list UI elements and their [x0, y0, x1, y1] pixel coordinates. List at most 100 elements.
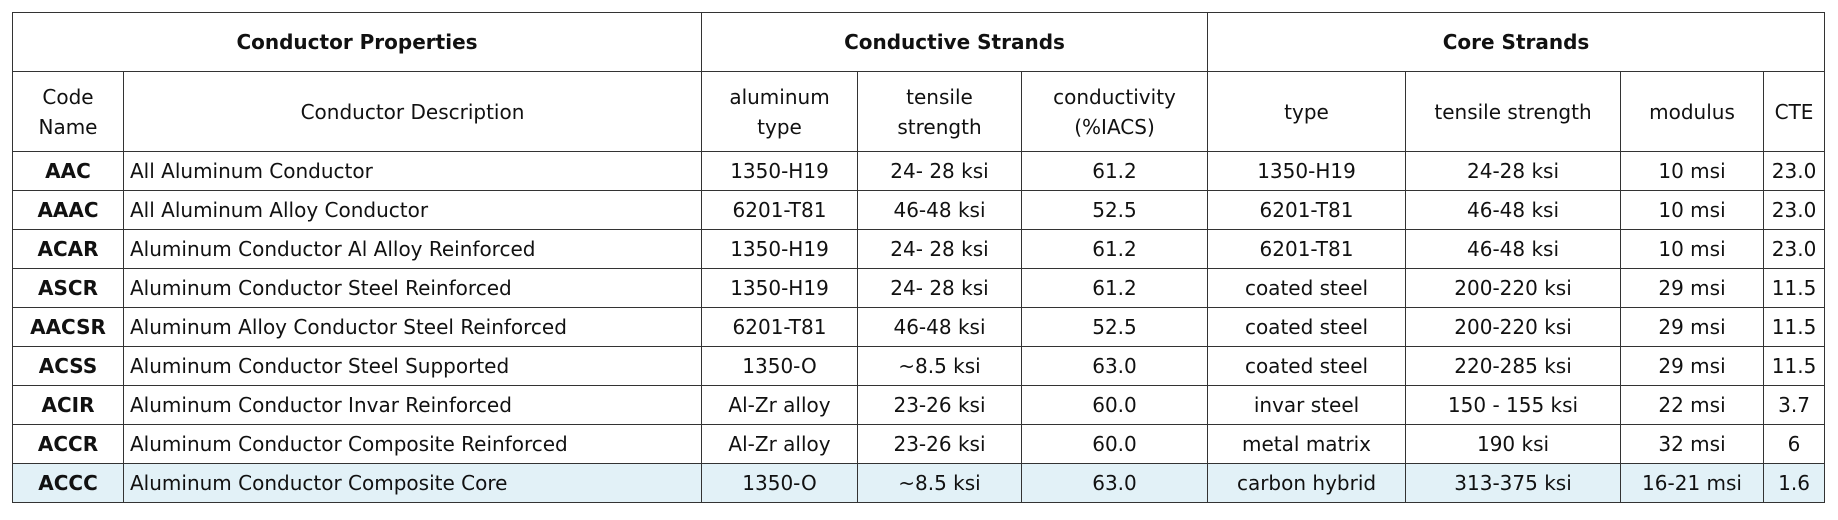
cell: 11.5: [1763, 307, 1826, 347]
cell: 46-48 ksi: [857, 190, 1022, 230]
column-header: CTE: [1763, 71, 1826, 152]
cell: 190 ksi: [1405, 424, 1622, 464]
cell: 22 msi: [1620, 385, 1765, 425]
table-row: ASCR Aluminum Conductor Steel Reinforced 1…: [12, 268, 1826, 308]
cell: 46-48 ksi: [1405, 190, 1622, 230]
column-header: conductivity (%IACS): [1020, 71, 1209, 152]
table-row: ACCR Aluminum Conductor Composite Reinfor…: [12, 424, 1826, 464]
cell: 313-375 ksi: [1405, 463, 1622, 503]
cell: 29 msi: [1620, 346, 1765, 386]
cell: ~8.5 ksi: [857, 463, 1022, 503]
cell: 220-285 ksi: [1405, 346, 1622, 386]
cell: 6201-T81: [1207, 229, 1407, 269]
code-name: ACAR: [12, 229, 124, 269]
cell: metal matrix: [1207, 424, 1407, 464]
cell: 10 msi: [1620, 190, 1765, 230]
group-header-row: Conductor Properties Conductive Strands …: [12, 12, 1826, 72]
code-name: ACCC: [12, 463, 124, 503]
table-row: ACAR Aluminum Conductor Al Alloy Reinforc…: [12, 229, 1826, 269]
code-name: ACSS: [12, 346, 124, 386]
cell: 11.5: [1763, 346, 1826, 386]
cell: 23.0: [1763, 151, 1826, 191]
code-name: ACIR: [12, 385, 124, 425]
cell: 6201-T81: [701, 307, 858, 347]
cell: 61.2: [1020, 229, 1209, 269]
cell: 1350-H19: [701, 151, 858, 191]
cell: 29 msi: [1620, 307, 1765, 347]
cell: 63.0: [1020, 346, 1209, 386]
cell: 61.2: [1020, 151, 1209, 191]
description: Aluminum Conductor Steel Supported: [123, 346, 702, 386]
code-name: AACSR: [12, 307, 124, 347]
cell: Al-Zr alloy: [701, 424, 858, 464]
cell: 6201-T81: [1207, 190, 1407, 230]
cell: 6: [1763, 424, 1826, 464]
table-row: AAAC All Aluminum Alloy Conductor 6201-T81…: [12, 190, 1826, 230]
description: Aluminum Alloy Conductor Steel Reinforce…: [123, 307, 702, 347]
cell: 1350-H19: [1207, 151, 1407, 191]
cell: 10 msi: [1620, 151, 1765, 191]
group-header: Core Strands: [1207, 12, 1826, 72]
cell: carbon hybrid: [1207, 463, 1407, 503]
cell: 60.0: [1020, 424, 1209, 464]
cell: 1350-H19: [701, 268, 858, 308]
cell: 1350-O: [701, 463, 858, 503]
cell: 23-26 ksi: [857, 385, 1022, 425]
cell: 150 - 155 ksi: [1405, 385, 1622, 425]
cell: 24- 28 ksi: [857, 229, 1022, 269]
code-name: ASCR: [12, 268, 124, 308]
cell: 3.7: [1763, 385, 1826, 425]
description: Aluminum Conductor Composite Core: [123, 463, 702, 503]
description: Aluminum Conductor Invar Reinforced: [123, 385, 702, 425]
conductor-table: Conductor Properties Conductive Strands …: [12, 12, 1826, 503]
table-row: AAC All Aluminum Conductor 1350-H19 24- 28 …: [12, 151, 1826, 191]
table-row: AACSR Aluminum Alloy Conductor Steel Rein…: [12, 307, 1826, 347]
cell: 23.0: [1763, 190, 1826, 230]
table-body: AAC All Aluminum Conductor 1350-H19 24- 28 …: [12, 151, 1826, 503]
column-header: Code Name: [12, 71, 124, 152]
cell: 1.6: [1763, 463, 1826, 503]
code-name: AAC: [12, 151, 124, 191]
group-header: Conductive Strands: [700, 12, 1209, 72]
column-header: type: [1207, 71, 1407, 152]
cell: 29 msi: [1620, 268, 1765, 308]
column-header: modulus: [1620, 71, 1765, 152]
cell: 46-48 ksi: [1405, 229, 1622, 269]
cell: ~8.5 ksi: [857, 346, 1022, 386]
cell: invar steel: [1207, 385, 1407, 425]
cell: 52.5: [1020, 190, 1209, 230]
cell: coated steel: [1207, 307, 1407, 347]
description: Aluminum Conductor Composite Reinforced: [123, 424, 702, 464]
column-header: tensile strength: [1405, 71, 1622, 152]
group-header: Conductor Properties: [12, 12, 702, 72]
cell: 6201-T81: [701, 190, 858, 230]
description: Aluminum Conductor Al Alloy Reinforced: [123, 229, 702, 269]
cell: 200-220 ksi: [1405, 307, 1622, 347]
cell: 16-21 msi: [1620, 463, 1765, 503]
code-name: AAAC: [12, 190, 124, 230]
cell: 1350-O: [701, 346, 858, 386]
cell: 63.0: [1020, 463, 1209, 503]
cell: 24-28 ksi: [1405, 151, 1622, 191]
column-header-row: Code Name Conductor Description aluminum t…: [12, 71, 1826, 152]
cell: 11.5: [1763, 268, 1826, 308]
cell: 200-220 ksi: [1405, 268, 1622, 308]
column-header: aluminum type: [701, 71, 858, 152]
table-row: ACIR Aluminum Conductor Invar Reinforced A…: [12, 385, 1826, 425]
table-row: ACSS Aluminum Conductor Steel Supported 13…: [12, 346, 1826, 386]
cell: 1350-H19: [701, 229, 858, 269]
description: Aluminum Conductor Steel Reinforced: [123, 268, 702, 308]
cell: 61.2: [1020, 268, 1209, 308]
cell: 32 msi: [1620, 424, 1765, 464]
cell: 10 msi: [1620, 229, 1765, 269]
cell: 23-26 ksi: [857, 424, 1022, 464]
column-header: Conductor Description: [123, 71, 702, 152]
cell: 60.0: [1020, 385, 1209, 425]
cell: 23.0: [1763, 229, 1826, 269]
table-row: ACCC Aluminum Conductor Composite Core 135…: [12, 463, 1826, 503]
cell: 24- 28 ksi: [857, 268, 1022, 308]
description: All Aluminum Conductor: [123, 151, 702, 191]
table-head: Conductor Properties Conductive Strands …: [12, 12, 1826, 152]
cell: 46-48 ksi: [857, 307, 1022, 347]
